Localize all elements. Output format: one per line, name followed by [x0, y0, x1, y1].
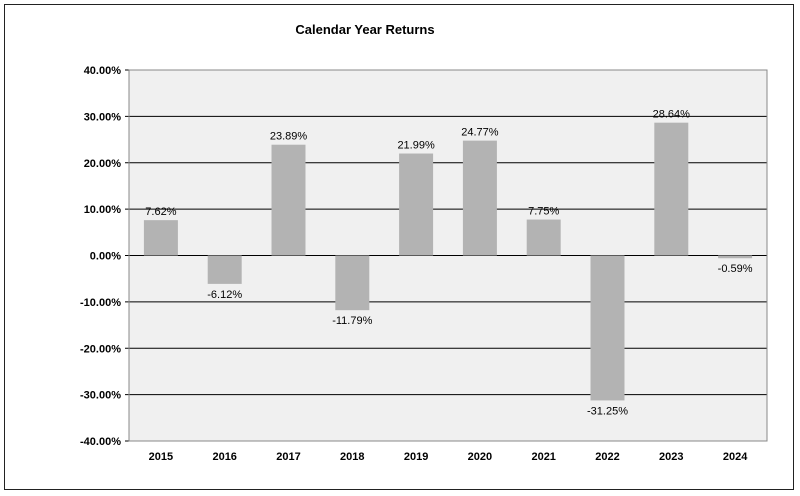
x-tick-label: 2015 — [149, 451, 173, 463]
y-tick-label: -10.00% — [80, 297, 121, 309]
chart-title: Calendar Year Returns — [295, 22, 434, 37]
bar-2015 — [143, 220, 178, 256]
data-label-2016: -6.12% — [207, 289, 242, 301]
data-label-2022: -31.25% — [587, 405, 628, 417]
data-label-2024: -0.59% — [718, 263, 753, 275]
plot-area: 40.00% 30.00% 20.00% 10.00% 0.00% -10.00% -20.… — [80, 65, 768, 463]
bar-2016 — [207, 255, 242, 284]
data-label-2020: 24.77% — [461, 127, 499, 139]
data-label-2019: 21.99% — [397, 140, 435, 152]
y-tick-label: -30.00% — [80, 390, 121, 402]
x-tick-label: 2019 — [404, 451, 428, 463]
bar-2020 — [462, 140, 497, 256]
y-tick-label: 10.00% — [84, 204, 122, 216]
x-tick-label: 2016 — [212, 451, 236, 463]
data-label-2021: 7.75% — [528, 206, 559, 218]
bar-2019 — [399, 153, 434, 256]
x-tick-label: 2022 — [595, 451, 619, 463]
y-tick-label: -40.00% — [80, 436, 121, 448]
bar-2022 — [590, 255, 625, 401]
bar-2017 — [271, 144, 306, 256]
bar-2018 — [335, 255, 370, 311]
x-tick-label: 2021 — [531, 451, 555, 463]
y-tick-label: 40.00% — [84, 65, 122, 77]
bar-2021 — [526, 219, 561, 256]
plot-border — [128, 69, 768, 442]
x-tick-label: 2023 — [659, 451, 683, 463]
data-label-2018: -11.79% — [332, 315, 372, 327]
y-tick-label: 0.00% — [90, 251, 121, 263]
x-tick-label: 2020 — [468, 451, 492, 463]
data-label-2015: 7.62% — [145, 206, 176, 218]
bar-2023 — [654, 122, 689, 256]
y-tick-label: -20.00% — [80, 343, 121, 355]
y-tick-label: 30.00% — [84, 111, 122, 123]
data-label-2017: 23.89% — [270, 131, 308, 143]
bar-2024 — [718, 255, 753, 259]
data-label-2023: 28.64% — [653, 109, 691, 121]
y-tick-label: 20.00% — [84, 158, 122, 170]
x-tick-label: 2018 — [340, 451, 364, 463]
x-tick-label: 2024 — [723, 451, 748, 463]
x-tick-label: 2017 — [276, 451, 300, 463]
